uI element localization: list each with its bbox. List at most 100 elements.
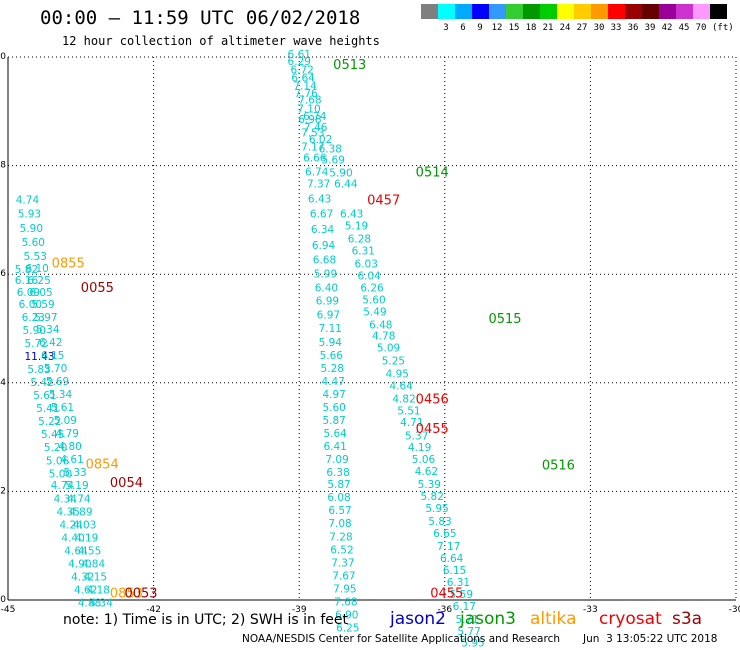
swh-value-label: 7.46 bbox=[304, 122, 328, 134]
swh-value-label: 4.19 bbox=[408, 442, 431, 454]
swh-value-label: 4.90 bbox=[68, 558, 91, 570]
swh-value-label: 6.17 bbox=[453, 601, 476, 613]
swh-value-label: 6.67 bbox=[310, 209, 333, 221]
pass-time-label: 0854 bbox=[86, 458, 119, 473]
swh-value-label: 5.60 bbox=[22, 237, 45, 249]
y-tick-label: 6 bbox=[0, 269, 6, 279]
swh-value-label: 5.82 bbox=[15, 264, 38, 276]
swh-value-label: 6.66 bbox=[303, 152, 327, 164]
swh-value-label: 7.68 bbox=[298, 95, 321, 107]
legend-swatch bbox=[506, 4, 523, 19]
footer-timestamp: Jun 3 13:05:22 UTC 2018 bbox=[583, 633, 718, 645]
swh-value-label: 4.61 bbox=[60, 454, 83, 466]
legend-s3a: s3a bbox=[672, 609, 703, 629]
legend-tick-label: 45 bbox=[678, 23, 690, 33]
swh-value-label: 4.34 bbox=[54, 493, 78, 505]
x-tick-label: -42 bbox=[146, 605, 161, 615]
swh-value-label: 4.74 bbox=[67, 493, 91, 505]
swh-value-label: 6.64 bbox=[291, 72, 315, 84]
swh-value-label: 6.65 bbox=[433, 528, 456, 540]
swh-value-label: 5.25 bbox=[382, 355, 405, 367]
swh-value-label: 5.95 bbox=[461, 638, 484, 650]
swh-value-label: 5.09 bbox=[377, 342, 400, 354]
swh-value-label: 7.76 bbox=[294, 88, 318, 100]
swh-value-label: 5.37 bbox=[405, 430, 428, 442]
pass-time-label: 0457 bbox=[367, 194, 400, 209]
swh-value-label: 5.33 bbox=[63, 467, 86, 479]
swh-value-label: 5.64 bbox=[323, 428, 347, 440]
swh-value-label: 6.00 bbox=[19, 299, 42, 311]
swh-value-label: 6.02 bbox=[309, 134, 332, 146]
swh-value-label: 6.15 bbox=[443, 565, 466, 577]
swh-value-label: 6.28 bbox=[348, 234, 371, 246]
swh-value-label: 5.71 bbox=[455, 614, 478, 626]
swh-value-label: 4.78 bbox=[372, 330, 395, 342]
swh-value-label: 4.55 bbox=[78, 545, 101, 557]
legend-tick-label: 30 bbox=[593, 23, 605, 33]
legend-tick-label: 24 bbox=[559, 23, 571, 33]
swh-value-label: 6.57 bbox=[328, 505, 351, 517]
swh-value-label: 5.28 bbox=[321, 363, 344, 375]
swh-value-label: 6.04 bbox=[357, 271, 381, 283]
swh-value-label: 6.43 bbox=[308, 194, 331, 206]
swh-value-label: 5.60 bbox=[362, 295, 385, 307]
swh-value-label: 6.48 bbox=[369, 320, 392, 332]
swh-value-label: 4.15 bbox=[84, 571, 107, 583]
swh-value-label: 4.71 bbox=[400, 417, 423, 429]
swh-value-label: 6.31 bbox=[447, 577, 470, 589]
swh-value-label: 6.25 bbox=[27, 275, 50, 287]
legend-tick-label: 39 bbox=[644, 23, 656, 33]
swh-value-label: 5.19 bbox=[345, 221, 368, 233]
swh-value-label: 5.87 bbox=[327, 479, 350, 491]
swh-value-label: 4.19 bbox=[75, 532, 98, 544]
swh-value-label: 4.64 bbox=[389, 380, 413, 392]
swh-value-label: 5.69 bbox=[322, 154, 345, 166]
swh-value-label: 5.42 bbox=[30, 377, 53, 389]
swh-value-label: 6.10 bbox=[25, 263, 48, 275]
swh-value-label: 4.03 bbox=[73, 519, 96, 531]
swh-value-label: 4.84 bbox=[82, 558, 106, 570]
swh-value-label: 6.74 bbox=[303, 111, 327, 123]
legend-swatch bbox=[557, 4, 574, 19]
swh-value-label: 4.18 bbox=[87, 584, 110, 596]
swh-value-label: 6.31 bbox=[352, 246, 375, 258]
pass-time-label: 0515 bbox=[488, 312, 521, 327]
swh-value-label: 5.06 bbox=[412, 454, 436, 466]
legend-swatch bbox=[421, 4, 438, 19]
x-tick-label: -30 bbox=[729, 605, 740, 615]
legend-swatch bbox=[693, 4, 710, 19]
swh-value-label: 7.17 bbox=[301, 141, 324, 153]
swh-value-label: 6.16 bbox=[15, 275, 39, 287]
chart-subtitle: 12 hour collection of altimeter wave hei… bbox=[62, 34, 380, 48]
swh-value-label: 6.44 bbox=[334, 178, 358, 190]
legend-swatch bbox=[455, 4, 472, 19]
swh-value-label: 5.70 bbox=[44, 363, 67, 375]
swh-value-label: 4.62 bbox=[74, 584, 97, 596]
legend-swatch bbox=[472, 4, 489, 19]
swh-value-label: 5.61 bbox=[51, 402, 74, 414]
swh-value-label: 4.35 bbox=[57, 506, 80, 518]
legend-swatch bbox=[591, 4, 608, 19]
pass-time-label: 0853 bbox=[110, 586, 143, 601]
legend-altika: altika bbox=[530, 609, 577, 629]
swh-value-label: 7.68 bbox=[334, 596, 357, 608]
swh-value-label: 7.53 bbox=[301, 127, 324, 139]
legend-swatch bbox=[540, 4, 557, 19]
pass-time-label: 0055 bbox=[81, 281, 114, 296]
swh-value-label: 6.29 bbox=[288, 56, 311, 68]
legend-jason3: jason3 bbox=[460, 609, 516, 629]
swh-value-label: 6.64 bbox=[440, 553, 464, 565]
swh-value-label: 5.51 bbox=[397, 405, 420, 417]
swh-value-label: 7.10 bbox=[297, 103, 320, 115]
swh-value-label: 6.74 bbox=[305, 166, 329, 178]
legend-tick-label: 9 bbox=[477, 23, 483, 33]
swh-value-label: 6.05 bbox=[29, 287, 52, 299]
pass-time-label: 0053 bbox=[124, 586, 157, 601]
swh-value-label: 6.52 bbox=[330, 544, 353, 556]
swh-value-label: 7.37 bbox=[307, 178, 330, 190]
swh-value-label: 7.14 bbox=[293, 81, 317, 93]
legend-swatch bbox=[608, 4, 625, 19]
swh-value-label: 4.82 bbox=[392, 393, 415, 405]
